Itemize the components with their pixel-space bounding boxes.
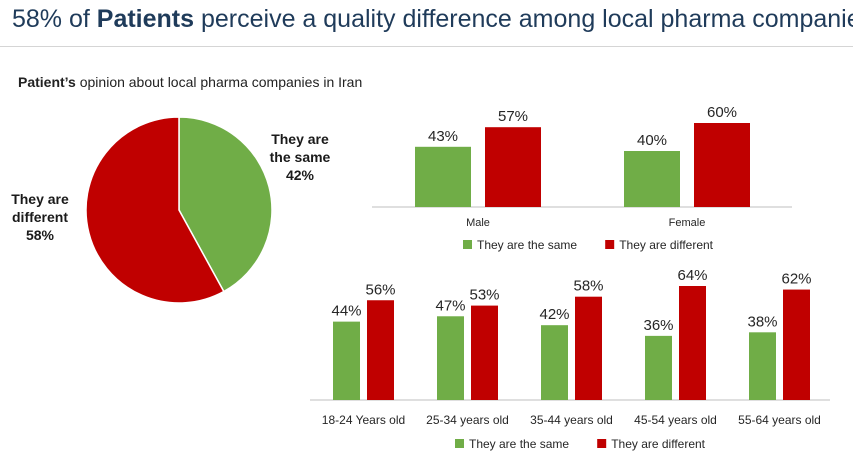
pie-label-line: They are [271, 131, 329, 147]
pie-slice-label: They are different 58% [11, 191, 69, 243]
subtitle-rest: opinion about local pharma companies in … [75, 74, 363, 90]
pie-label-line: They are [11, 191, 69, 207]
chart-subtitle: Patient’s opinion about local pharma com… [18, 74, 362, 90]
title-divider [0, 46, 853, 47]
pie-value-label: 58% [26, 227, 55, 243]
title-suffix: perceive a quality difference among loca… [194, 5, 853, 33]
pie-value-label: 42% [286, 167, 315, 183]
pie-label-line: the same [270, 149, 331, 165]
pie-slice-label: They are the same 42% [270, 131, 331, 183]
title-bold: Patients [96, 5, 195, 33]
pie-slice [178, 116, 273, 293]
title-prefix: 58% of [12, 5, 97, 33]
subtitle-bold: Patient’s [18, 74, 76, 90]
pie-label-line: different [12, 209, 68, 225]
page-title: 58% of Patients perceive a quality diffe… [12, 5, 853, 34]
pie-slice [85, 116, 225, 304]
